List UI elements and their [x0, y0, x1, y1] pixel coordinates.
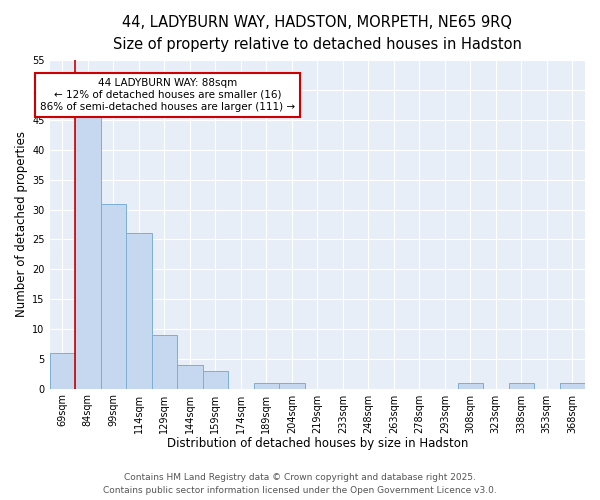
- Bar: [279, 382, 305, 388]
- Bar: [509, 382, 534, 388]
- Bar: [254, 382, 279, 388]
- Bar: [126, 234, 152, 388]
- Bar: [560, 382, 585, 388]
- Bar: [177, 364, 203, 388]
- Text: 44 LADYBURN WAY: 88sqm
← 12% of detached houses are smaller (16)
86% of semi-det: 44 LADYBURN WAY: 88sqm ← 12% of detached…: [40, 78, 295, 112]
- Text: Contains HM Land Registry data © Crown copyright and database right 2025.
Contai: Contains HM Land Registry data © Crown c…: [103, 474, 497, 495]
- X-axis label: Distribution of detached houses by size in Hadston: Distribution of detached houses by size …: [167, 437, 468, 450]
- Bar: [101, 204, 126, 388]
- Y-axis label: Number of detached properties: Number of detached properties: [15, 132, 28, 318]
- Bar: [50, 353, 75, 388]
- Bar: [203, 370, 228, 388]
- Bar: [152, 335, 177, 388]
- Bar: [75, 114, 101, 388]
- Bar: [458, 382, 483, 388]
- Title: 44, LADYBURN WAY, HADSTON, MORPETH, NE65 9RQ
Size of property relative to detach: 44, LADYBURN WAY, HADSTON, MORPETH, NE65…: [113, 15, 522, 52]
